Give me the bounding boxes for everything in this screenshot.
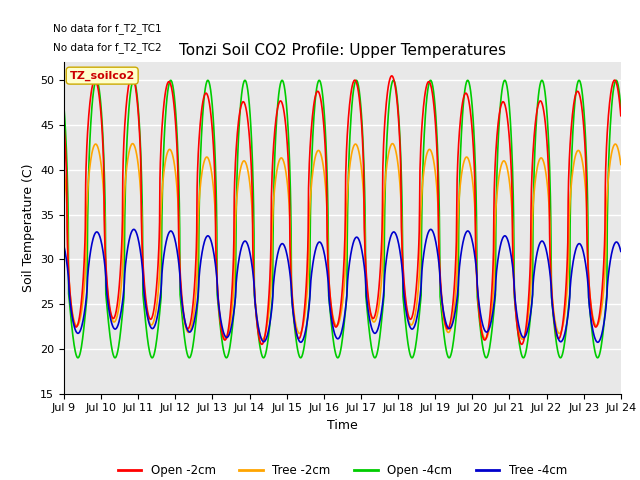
Line: Tree -2cm: Tree -2cm (64, 144, 621, 339)
Tree -4cm (297, 339, 305, 345)
Tree -2cm (246, 183, 254, 189)
Open -4cm (60, 105, 68, 111)
Tree -4cm (184, 328, 191, 334)
Tree -2cm (184, 329, 191, 335)
Title: Tonzi Soil CO2 Profile: Upper Temperatures: Tonzi Soil CO2 Profile: Upper Temperatur… (179, 44, 506, 59)
Open -2cm (552, 326, 559, 332)
Tree -2cm (259, 336, 266, 342)
Tree -4cm (429, 230, 437, 236)
Open -4cm (502, 79, 509, 84)
Open -2cm (502, 106, 509, 111)
Open -2cm (617, 113, 625, 119)
Open -2cm (170, 105, 178, 111)
Open -2cm (518, 341, 525, 347)
Tree -4cm (246, 251, 254, 257)
Tree -2cm (60, 167, 68, 173)
Open -4cm (551, 329, 559, 335)
Open -2cm (60, 123, 68, 129)
Tree -4cm (502, 234, 510, 240)
Tree -2cm (388, 141, 396, 146)
Legend: Open -2cm, Tree -2cm, Open -4cm, Tree -4cm: Open -2cm, Tree -2cm, Open -4cm, Tree -4… (113, 459, 572, 480)
Open -4cm (246, 118, 254, 124)
Open -4cm (74, 355, 82, 360)
Tree -4cm (170, 234, 178, 240)
Open -2cm (184, 326, 191, 332)
Open -4cm (617, 105, 625, 111)
Tree -2cm (502, 162, 510, 168)
Open -2cm (388, 73, 396, 79)
Tree -4cm (552, 325, 559, 331)
Y-axis label: Soil Temperature (C): Soil Temperature (C) (22, 164, 35, 292)
Tree -4cm (60, 243, 68, 249)
Text: No data for f_T2_TC2: No data for f_T2_TC2 (53, 43, 161, 53)
Open -4cm (612, 77, 620, 83)
Open -4cm (171, 97, 179, 103)
Text: TZ_soilco2: TZ_soilco2 (70, 71, 135, 81)
Text: No data for f_T2_TC1: No data for f_T2_TC1 (53, 23, 161, 34)
Tree -2cm (170, 161, 178, 167)
Tree -2cm (552, 320, 559, 326)
X-axis label: Time: Time (327, 419, 358, 432)
Tree -2cm (617, 162, 625, 168)
Line: Tree -4cm: Tree -4cm (64, 229, 621, 342)
Tree -4cm (617, 249, 625, 254)
Line: Open -4cm: Open -4cm (64, 80, 621, 358)
Tree -4cm (427, 227, 435, 232)
Open -2cm (429, 96, 437, 102)
Line: Open -2cm: Open -2cm (64, 76, 621, 344)
Open -4cm (429, 85, 437, 91)
Tree -2cm (429, 157, 437, 163)
Open -2cm (246, 144, 254, 149)
Open -4cm (184, 354, 192, 360)
